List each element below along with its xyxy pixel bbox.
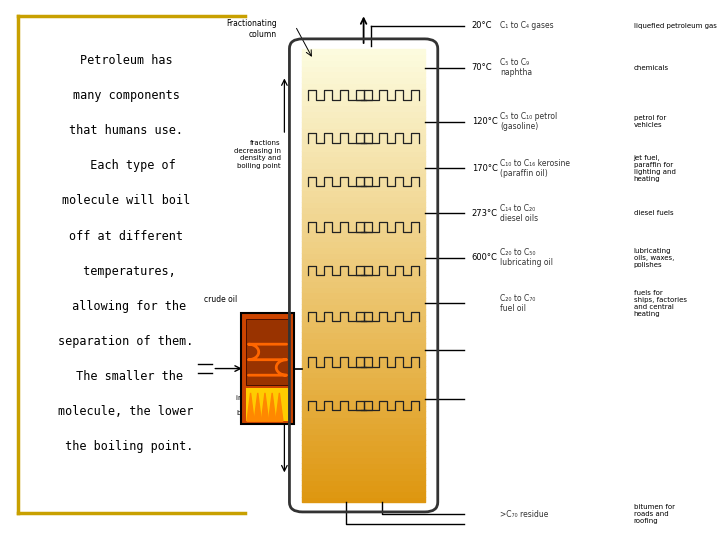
Text: petrol for
vehicles: petrol for vehicles (634, 115, 666, 128)
Text: that humans use.: that humans use. (69, 124, 183, 137)
Bar (246, 319, 289, 385)
Text: C₁₀ to C₁₆ kerosine
(paraffin oil): C₁₀ to C₁₆ kerosine (paraffin oil) (500, 159, 570, 178)
Text: C₁ to C₄ gases: C₁ to C₄ gases (500, 22, 554, 30)
Text: chemicals: chemicals (634, 64, 669, 71)
Text: 170°C: 170°C (472, 164, 498, 173)
Text: C₂₀ to C₅₀
lubricating oil: C₂₀ to C₅₀ lubricating oil (500, 248, 554, 267)
Text: bitumen for
roads and
roofing: bitumen for roads and roofing (634, 504, 675, 524)
Text: Fractionating
column: Fractionating column (227, 19, 277, 39)
Text: The smaller the: The smaller the (69, 370, 183, 383)
Polygon shape (276, 393, 283, 421)
Text: >C₇₀ residue: >C₇₀ residue (500, 510, 549, 518)
Text: C₁₄ to C₂₀
diesel oils: C₁₄ to C₂₀ diesel oils (500, 204, 539, 223)
Text: diesel fuels: diesel fuels (634, 210, 673, 217)
Text: C₅ to C₁₀ petrol
(gasoline): C₅ to C₁₀ petrol (gasoline) (500, 112, 558, 131)
Polygon shape (254, 393, 261, 421)
Text: 70°C: 70°C (472, 63, 492, 72)
Bar (241, 313, 294, 424)
Text: molecule will boil: molecule will boil (62, 194, 190, 207)
Text: 273°C: 273°C (472, 209, 498, 218)
Text: fractions
increasing in
density and
boiling point: fractions increasing in density and boil… (236, 387, 281, 416)
Text: lubricating
oils, waxes,
polishes: lubricating oils, waxes, polishes (634, 247, 674, 268)
Text: Petroleum has: Petroleum has (80, 54, 172, 67)
Polygon shape (269, 393, 276, 421)
Text: off at different: off at different (69, 230, 183, 242)
Text: allowing for the: allowing for the (66, 300, 186, 313)
Text: temperatures,: temperatures, (76, 265, 176, 278)
Text: many components: many components (73, 89, 179, 102)
Text: molecule, the lower: molecule, the lower (58, 405, 194, 418)
Polygon shape (261, 393, 269, 421)
Text: liquefied petroleum gas: liquefied petroleum gas (634, 23, 716, 29)
Text: jet fuel,
paraffin for
lighting and
heating: jet fuel, paraffin for lighting and heat… (634, 155, 675, 182)
Text: 600°C: 600°C (472, 253, 498, 262)
Text: fuels for
ships, factories
and central
heating: fuels for ships, factories and central h… (634, 290, 687, 317)
Text: C₂₀ to C₇₀
fuel oil: C₂₀ to C₇₀ fuel oil (500, 294, 536, 313)
Text: crude oil: crude oil (204, 295, 238, 304)
Text: the boiling point.: the boiling point. (58, 440, 194, 453)
Text: fractions
decreasing in
density and
boiling point: fractions decreasing in density and boil… (234, 140, 281, 169)
Text: 120°C: 120°C (472, 117, 498, 126)
Text: separation of them.: separation of them. (58, 335, 194, 348)
Bar (246, 388, 289, 421)
Polygon shape (247, 393, 254, 421)
Text: 20°C: 20°C (472, 22, 492, 30)
Text: C₅ to C₉
naphtha: C₅ to C₉ naphtha (500, 58, 533, 77)
Text: Each type of: Each type of (76, 159, 176, 172)
